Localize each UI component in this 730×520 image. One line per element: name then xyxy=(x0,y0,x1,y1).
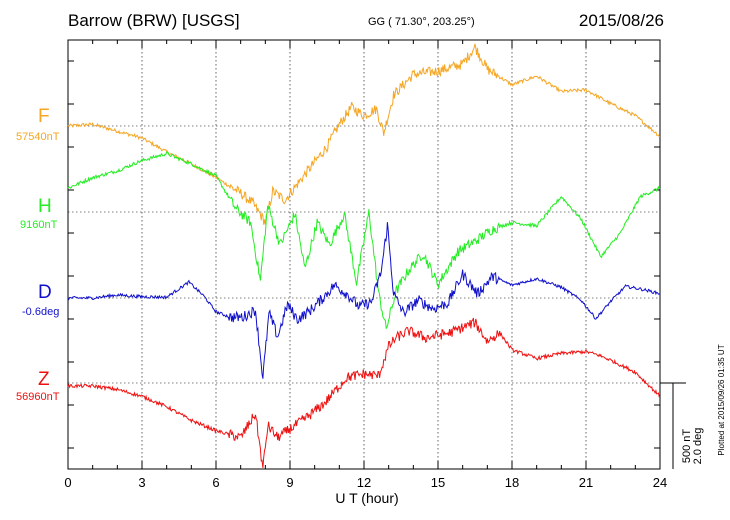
x-tick-label: 6 xyxy=(212,475,219,490)
grid xyxy=(68,40,660,469)
scale-nt-label: 500 nT xyxy=(681,429,693,464)
series-baseline-h: 9160nT xyxy=(20,219,58,231)
series-line-f xyxy=(67,43,661,225)
series-baseline-z: 56960nT xyxy=(16,391,60,403)
series-line-h xyxy=(67,151,661,330)
date-label: 2015/08/26 xyxy=(578,11,664,30)
series-baseline-f: 57540nT xyxy=(16,131,60,143)
series-line-z xyxy=(67,317,661,469)
x-tick-label: 3 xyxy=(138,475,145,490)
series-baseline-d: -0.6deg xyxy=(22,306,60,318)
x-tick-label: 15 xyxy=(431,475,445,490)
station-title: Barrow (BRW) [USGS] xyxy=(68,11,240,30)
axis-ticks: 0 3 6 9 12 15 18 21 24 xyxy=(64,40,667,490)
series-name-d: D xyxy=(38,282,52,303)
x-tick-label: 12 xyxy=(357,475,371,490)
x-tick-label: 24 xyxy=(653,475,667,490)
coordinates-label: GG ( 71.30°, 203.25°) xyxy=(368,16,475,28)
series-name-z: Z xyxy=(38,369,50,390)
series-name-f: F xyxy=(38,106,50,127)
series-name-h: H xyxy=(38,196,52,217)
x-tick-label: 18 xyxy=(505,475,519,490)
scale-deg-label: 2.0 deg xyxy=(692,428,704,465)
x-axis-title: U T (hour) xyxy=(335,490,398,506)
series-lines xyxy=(67,43,661,469)
series-line-d xyxy=(67,222,661,379)
x-tick-label: 0 xyxy=(64,475,71,490)
x-tick-label: 9 xyxy=(286,475,293,490)
x-tick-label: 21 xyxy=(579,475,593,490)
plotted-at-label: Plotted at 2015/09/26 01:35 UT xyxy=(717,344,726,455)
